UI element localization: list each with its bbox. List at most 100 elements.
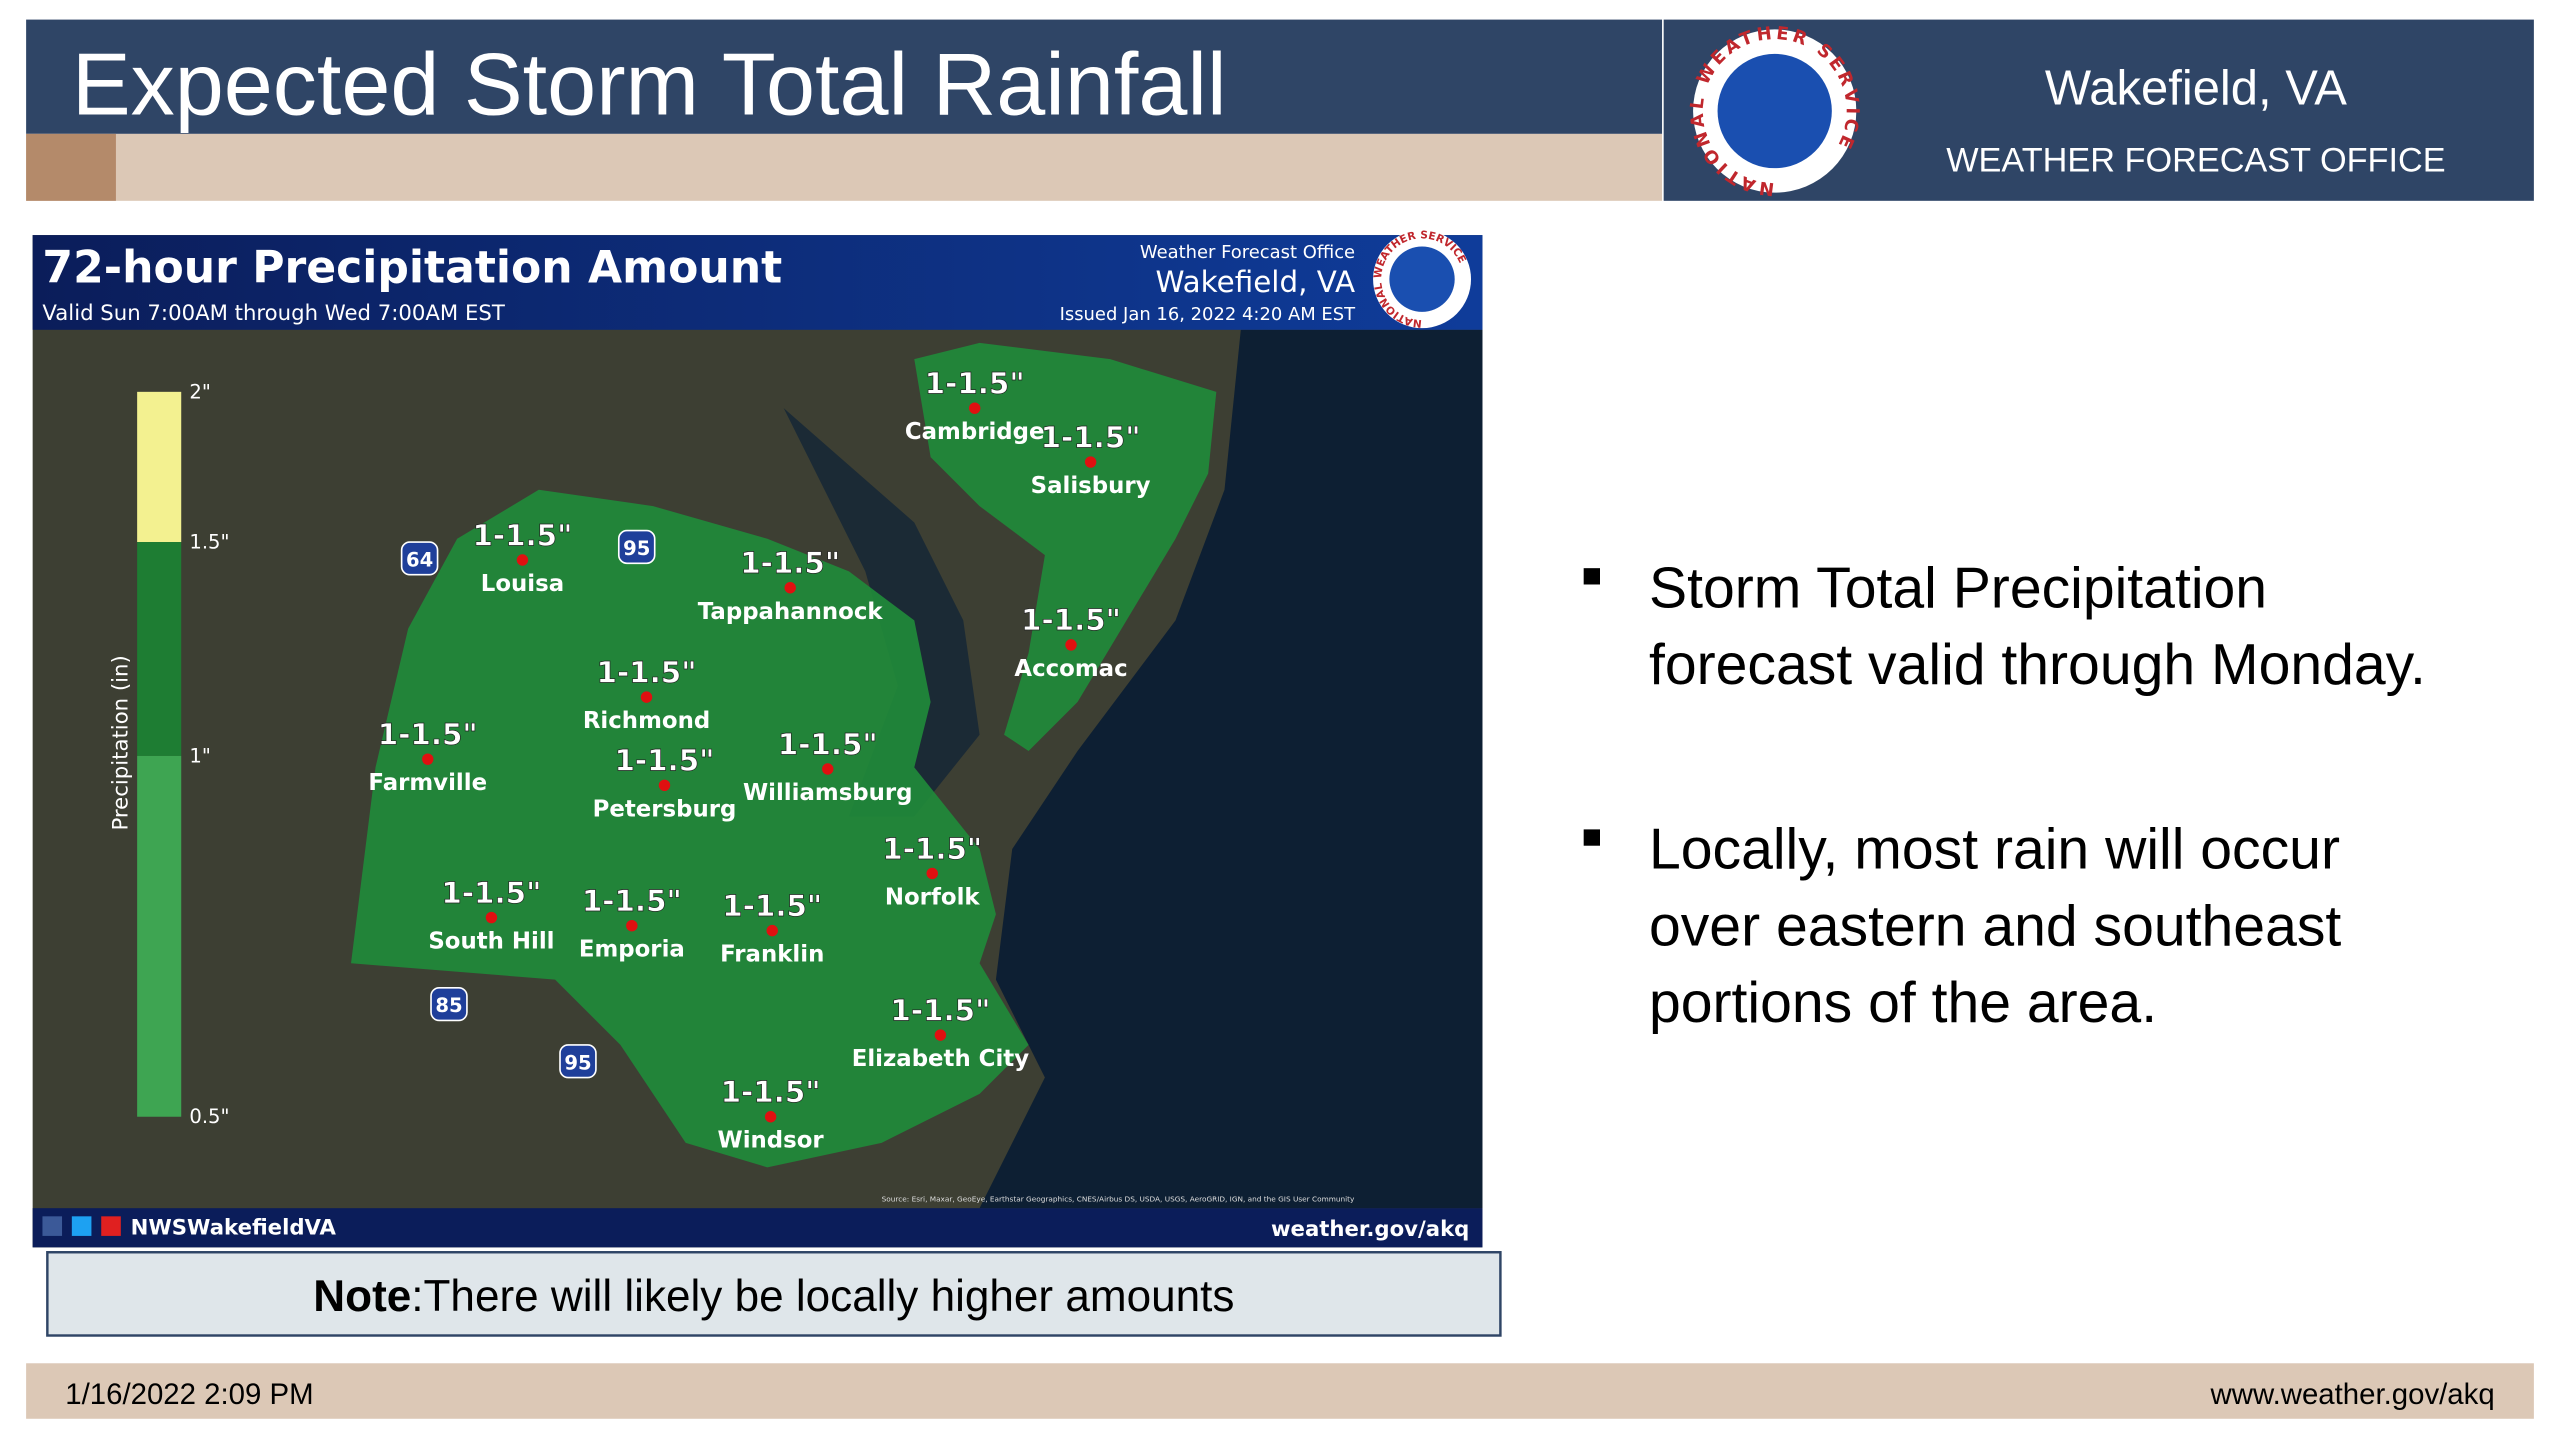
city-amount: 1-1.5" [1041, 420, 1141, 454]
city-dot [1084, 456, 1097, 468]
footer-bar [26, 1363, 2534, 1419]
note-text: :There will likely be locally higher amo… [411, 1272, 1234, 1321]
legend-band-yellow [137, 391, 182, 543]
city-amount: 1-1.5" [722, 889, 822, 923]
area-green-east [914, 342, 1217, 752]
city-name: Cambridge [905, 419, 1045, 445]
map-footer [32, 1208, 1483, 1248]
map-url: weather.gov/akq [1271, 1217, 1469, 1242]
city-dot [626, 920, 638, 932]
issuer-line2: Wakefield, VA [1156, 265, 1356, 299]
city-name: Windsor [718, 1128, 825, 1154]
city-dot [764, 1111, 777, 1123]
city-name: Salisbury [1031, 473, 1151, 499]
city-name: Franklin [720, 942, 824, 968]
city-amount: 1-1.5" [614, 744, 714, 778]
bullet-marker [1583, 829, 1600, 846]
city-dot [968, 402, 981, 414]
map-source: Source: Esri, Maxar, GeoEye, Earthstar G… [882, 1195, 1355, 1204]
bullet-text: forecast valid through Monday. [1649, 633, 2426, 697]
legend-label: Precipitation (in) [108, 655, 133, 830]
issuer-line1: Weather Forecast Office [1140, 242, 1355, 263]
area-green [351, 489, 1029, 1168]
city-dot [485, 911, 498, 924]
bullet-text: portions of the area. [1649, 971, 2157, 1035]
city-name: Elizabeth City [852, 1046, 1029, 1072]
city-name: Farmville [368, 770, 487, 796]
legend-band-light [137, 755, 182, 1117]
youtube-icon [101, 1216, 121, 1236]
city-amount: 1-1.5" [582, 884, 682, 918]
highway-number: 95 [623, 537, 650, 560]
city-dot [822, 763, 834, 775]
logo-inner [1717, 53, 1832, 169]
note-label: Note [313, 1272, 411, 1321]
ocean [979, 329, 1483, 1209]
bullet-marker [1583, 568, 1600, 585]
city-dot [658, 779, 671, 792]
city-name: Tappahannock [698, 599, 884, 625]
office-sub: WEATHER FORECAST OFFICE [1946, 141, 2445, 179]
note: Note:There will likely be locally higher… [313, 1272, 1234, 1321]
map-social: NWSWakefieldVA [131, 1215, 337, 1240]
city-name: Petersburg [593, 796, 737, 822]
city-name: Louisa [481, 571, 564, 597]
city-amount: 1-1.5" [740, 546, 840, 580]
legend-tick: 1" [189, 744, 210, 767]
city-dot [1065, 639, 1077, 651]
city-amount: 1-1.5" [441, 876, 541, 910]
city-amount: 1-1.5" [597, 655, 697, 689]
bullet-text: over eastern and southeast [1649, 894, 2341, 958]
city-name: Williamsburg [743, 780, 913, 806]
city-amount: 1-1.5" [721, 1075, 821, 1109]
city-dot [422, 753, 434, 765]
highway-number: 85 [435, 994, 462, 1017]
footer-date: 1/16/2022 2:09 PM [65, 1378, 313, 1411]
city-dot [926, 867, 938, 880]
highway-shield [617, 529, 656, 565]
header-bar [26, 19, 1663, 134]
small-logo-inner [1389, 246, 1455, 312]
slide-title: Expected Storm Total Rainfall [72, 34, 1227, 133]
highway-shield [400, 541, 439, 576]
city-name: Richmond [583, 708, 710, 734]
city-dot [640, 691, 653, 703]
city-amount: 1-1.5" [882, 832, 982, 866]
legend-tick: 2" [189, 380, 210, 403]
map-header [32, 235, 1483, 330]
highway-shield [430, 986, 468, 1022]
bullet-text: Locally, most rain will occur [1649, 818, 2340, 882]
footer-url: www.weather.gov/akq [2210, 1378, 2495, 1411]
city-amount: 1-1.5" [472, 518, 572, 552]
note-box [46, 1251, 1502, 1337]
legend-tick: 1.5" [189, 531, 229, 554]
city-name: South Hill [428, 929, 554, 955]
facebook-icon [42, 1216, 63, 1236]
highway-shield [559, 1044, 597, 1079]
twitter-icon [71, 1216, 92, 1236]
city-name: Emporia [579, 937, 685, 963]
city-amount: 1-1.5" [378, 717, 478, 751]
city-amount: 1-1.5" [778, 727, 878, 761]
header-strip [26, 133, 1663, 201]
city-amount: 1-1.5" [890, 993, 990, 1027]
bullets: Storm Total Precipitation forecast valid … [1583, 556, 2426, 1035]
map-title: 72-hour Precipitation Amount [42, 242, 782, 293]
city-name: Norfolk [885, 884, 981, 910]
issued: Issued Jan 16, 2022 4:20 AM EST [1060, 304, 1357, 325]
header-accent [26, 133, 116, 201]
city-name: Accomac [1014, 656, 1127, 682]
city-dot [934, 1029, 947, 1041]
city-dot [766, 924, 778, 937]
city-dot [516, 554, 529, 566]
legend-band-dark [137, 542, 182, 756]
city-amount: 1-1.5" [1021, 603, 1121, 637]
city-dot [784, 582, 796, 594]
legend-tick: 0.5" [189, 1105, 229, 1128]
highway-number: 64 [406, 549, 433, 572]
bullet-text: Storm Total Precipitation [1649, 556, 2267, 620]
office-name: Wakefield, VA [2045, 61, 2347, 115]
highway-number: 95 [564, 1051, 591, 1074]
map-valid: Valid Sun 7:00AM through Wed 7:00AM EST [42, 301, 505, 326]
